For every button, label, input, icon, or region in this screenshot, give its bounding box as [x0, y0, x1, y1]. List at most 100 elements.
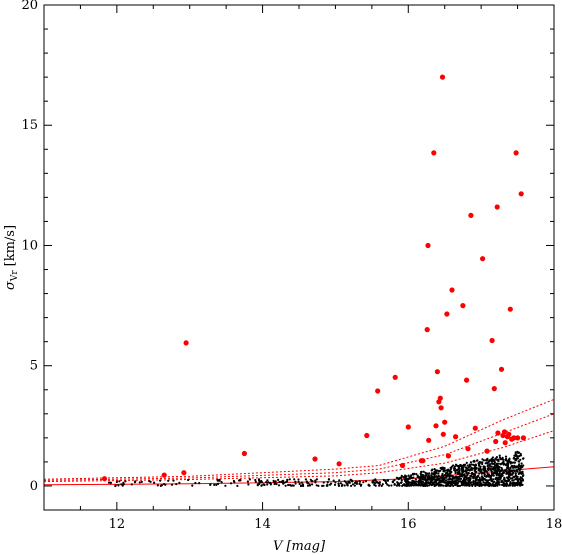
- dense-point: [256, 483, 259, 486]
- dense-point: [502, 484, 505, 487]
- highlight-point: [424, 327, 430, 333]
- dense-point: [436, 476, 439, 479]
- dense-point: [461, 473, 465, 476]
- dense-point: [351, 483, 355, 486]
- dense-point: [463, 480, 466, 483]
- highlight-point: [445, 453, 451, 459]
- dense-point: [248, 478, 251, 481]
- dense-point: [437, 475, 440, 478]
- y-tick-label: 20: [21, 0, 38, 13]
- dense-point: [474, 471, 477, 474]
- dense-point: [429, 483, 432, 486]
- dense-point: [233, 481, 236, 484]
- dense-point: [518, 481, 521, 484]
- dense-point: [407, 474, 410, 477]
- dense-point: [277, 484, 281, 487]
- dense-point: [506, 461, 509, 464]
- dense-point: [159, 479, 162, 482]
- dense-point: [511, 479, 514, 482]
- dense-point: [499, 474, 503, 477]
- dense-point: [334, 481, 337, 484]
- dense-point: [490, 462, 494, 465]
- dense-point: [404, 474, 407, 477]
- dense-point: [473, 474, 476, 477]
- dense-point: [326, 484, 329, 487]
- dense-point: [281, 480, 284, 483]
- dense-point: [490, 477, 493, 480]
- dense-point: [492, 481, 495, 484]
- dense-point: [415, 473, 418, 476]
- dense-point: [498, 470, 501, 474]
- dense-point: [516, 457, 520, 460]
- dense-point: [452, 464, 455, 467]
- dense-point: [517, 466, 520, 470]
- dense-point: [505, 479, 508, 482]
- dense-point: [374, 478, 377, 481]
- dense-point: [216, 479, 219, 482]
- dense-point: [376, 481, 379, 484]
- dense-point: [441, 474, 444, 477]
- dense-point: [472, 467, 475, 470]
- dense-point: [470, 474, 473, 477]
- dense-point: [198, 482, 201, 485]
- dense-point: [220, 481, 223, 484]
- dense-point: [518, 455, 521, 458]
- dense-point: [494, 457, 497, 460]
- dense-point: [224, 484, 227, 487]
- dense-point: [353, 481, 357, 485]
- dense-point: [454, 483, 457, 487]
- highlight-point: [161, 472, 167, 478]
- highlight-point: [480, 256, 486, 262]
- dense-point: [337, 484, 340, 487]
- dense-point: [213, 483, 216, 486]
- y-axis-unit: [km/s]: [3, 225, 18, 266]
- dense-point: [505, 468, 508, 471]
- dense-point: [274, 480, 277, 483]
- dense-point: [311, 483, 314, 486]
- dense-point: [466, 464, 469, 467]
- highlight-point: [392, 374, 398, 380]
- highlight-point: [405, 424, 411, 430]
- y-axis-label: σVr [km/s]: [3, 225, 20, 290]
- dense-point: [263, 483, 266, 486]
- dense-point: [371, 481, 374, 484]
- dense-point: [519, 452, 522, 455]
- dense-point: [455, 464, 459, 467]
- dense-point: [481, 458, 484, 461]
- highlight-point: [449, 287, 455, 293]
- dense-point: [332, 479, 335, 482]
- dense-point: [287, 483, 290, 487]
- dense-point: [449, 484, 452, 487]
- dense-point: [442, 476, 445, 479]
- dense-point: [327, 478, 330, 481]
- dense-point: [521, 474, 525, 478]
- dense-point: [493, 471, 497, 474]
- dense-point: [424, 483, 427, 486]
- dense-point: [516, 477, 519, 480]
- dense-point: [520, 462, 523, 465]
- dense-point: [437, 470, 440, 473]
- dense-point: [343, 484, 346, 487]
- dense-point: [288, 478, 291, 481]
- highlight-points: [101, 74, 527, 482]
- dense-point: [278, 480, 281, 484]
- dense-point: [452, 477, 456, 480]
- dense-point: [472, 483, 475, 486]
- highlight-point: [433, 423, 439, 429]
- dense-point: [512, 469, 515, 472]
- dense-point: [514, 478, 517, 481]
- dense-point: [426, 472, 429, 475]
- dense-point: [516, 470, 519, 473]
- dense-point: [514, 451, 517, 454]
- dense-point: [393, 478, 396, 482]
- dense-point: [362, 481, 365, 484]
- dense-point: [115, 480, 118, 483]
- dense-point: [478, 463, 481, 466]
- dense-point: [507, 473, 510, 476]
- dense-point: [509, 477, 512, 480]
- dense-point: [433, 468, 436, 471]
- y-tick-label: 10: [21, 238, 38, 253]
- y-axis-subscript: Vr: [10, 270, 20, 282]
- dense-point: [490, 470, 493, 473]
- dense-point: [435, 480, 438, 483]
